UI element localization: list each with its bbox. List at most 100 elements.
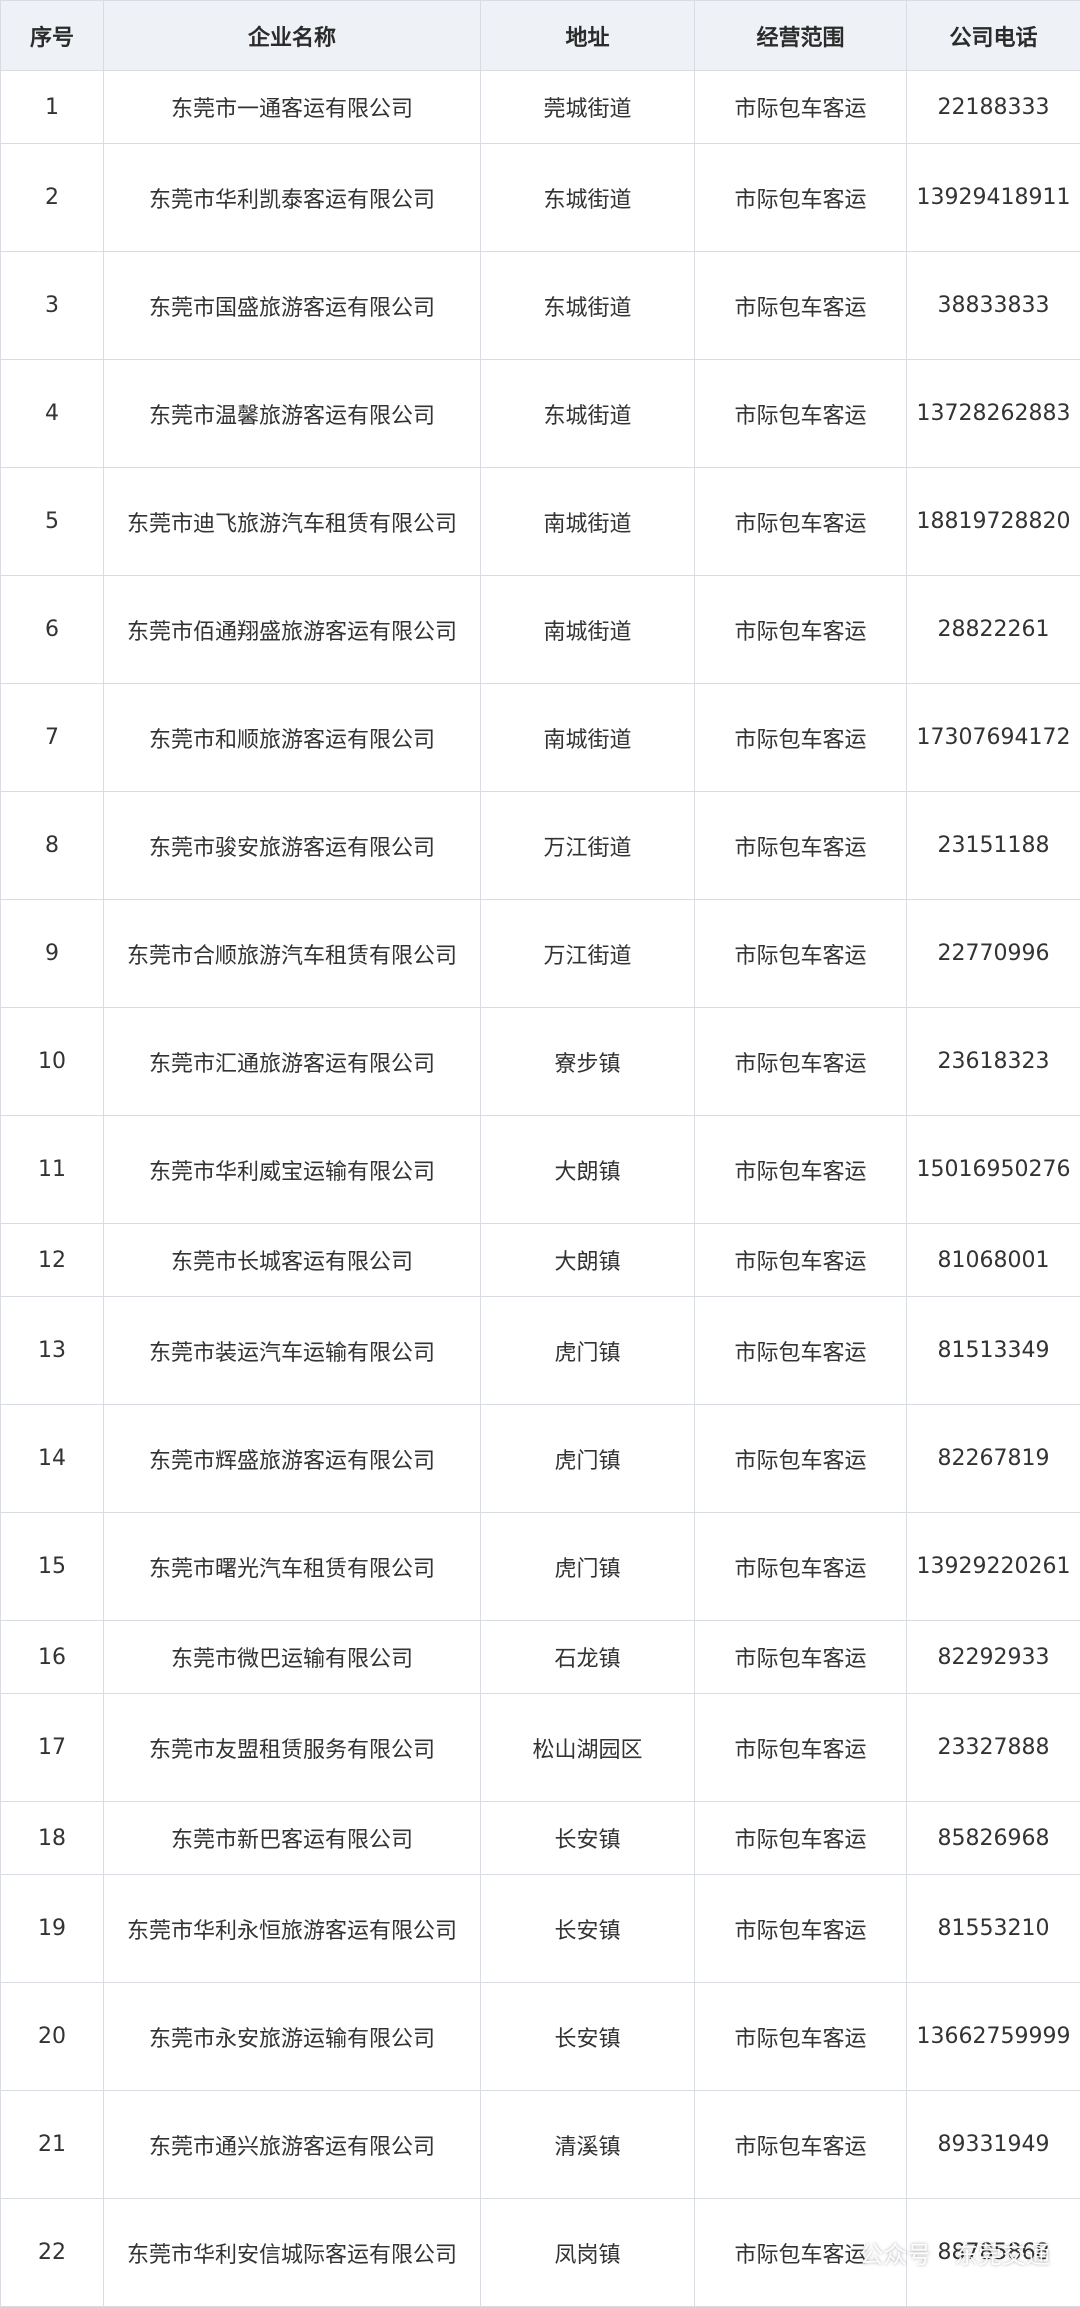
table-cell: 长安镇 xyxy=(481,1802,695,1875)
table-cell: 东莞市温馨旅游客运有限公司 xyxy=(104,360,481,468)
table-cell: 东莞市通兴旅游客运有限公司 xyxy=(104,2091,481,2199)
table-cell: 19 xyxy=(1,1875,104,1983)
table-cell: 东城街道 xyxy=(481,360,695,468)
table-cell: 东莞市汇通旅游客运有限公司 xyxy=(104,1008,481,1116)
table-cell: 1 xyxy=(1,71,104,144)
table-cell: 大朗镇 xyxy=(481,1224,695,1297)
header-cell: 序号 xyxy=(1,1,104,71)
table-cell: 8 xyxy=(1,792,104,900)
table-cell: 东莞市华利永恒旅游客运有限公司 xyxy=(104,1875,481,1983)
table-cell: 市际包车客运 xyxy=(695,576,907,684)
table-cell: 89331949 xyxy=(907,2091,1080,2199)
table-cell: 南城街道 xyxy=(481,684,695,792)
header-cell: 地址 xyxy=(481,1,695,71)
table-cell: 东莞市华利凯泰客运有限公司 xyxy=(104,144,481,252)
table-cell: 石龙镇 xyxy=(481,1621,695,1694)
table-cell: 东莞市和顺旅游客运有限公司 xyxy=(104,684,481,792)
table-cell: 市际包车客运 xyxy=(695,1116,907,1224)
table-cell: 市际包车客运 xyxy=(695,1224,907,1297)
table-cell: 9 xyxy=(1,900,104,1008)
table-cell: 2 xyxy=(1,144,104,252)
table-cell: 东莞市新巴客运有限公司 xyxy=(104,1802,481,1875)
table-cell: 东莞市华利安信城际客运有限公司 xyxy=(104,2199,481,2307)
table-cell: 东莞市装运汽车运输有限公司 xyxy=(104,1297,481,1405)
table-cell: 市际包车客运 xyxy=(695,1008,907,1116)
table-cell: 市际包车客运 xyxy=(695,684,907,792)
table-cell: 16 xyxy=(1,1621,104,1694)
table-cell: 12 xyxy=(1,1224,104,1297)
table-header: 序号企业名称地址经营范围公司电话 xyxy=(1,1,1080,71)
table-cell: 市际包车客运 xyxy=(695,1983,907,2091)
table-cell: 市际包车客运 xyxy=(695,1875,907,1983)
watermark: 公众号 · 东莞交通 xyxy=(859,2235,1050,2270)
table-cell: 东城街道 xyxy=(481,252,695,360)
table-cell: 82292933 xyxy=(907,1621,1080,1694)
table-cell: 市际包车客运 xyxy=(695,792,907,900)
table-cell: 22188333 xyxy=(907,71,1080,144)
table-cell: 23151188 xyxy=(907,792,1080,900)
table-cell: 市际包车客运 xyxy=(695,2091,907,2199)
table-cell: 14 xyxy=(1,1405,104,1513)
table-cell: 寮步镇 xyxy=(481,1008,695,1116)
table-cell: 5 xyxy=(1,468,104,576)
table-cell: 23327888 xyxy=(907,1694,1080,1802)
table-cell: 市际包车客运 xyxy=(695,71,907,144)
table-cell: 28822261 xyxy=(907,576,1080,684)
table-cell: 18819728820 xyxy=(907,468,1080,576)
table-cell: 长安镇 xyxy=(481,1983,695,2091)
table-cell: 虎门镇 xyxy=(481,1405,695,1513)
table-cell: 长安镇 xyxy=(481,1875,695,1983)
table-cell: 大朗镇 xyxy=(481,1116,695,1224)
table-cell: 东莞市辉盛旅游客运有限公司 xyxy=(104,1405,481,1513)
header-row: 序号企业名称地址经营范围公司电话 xyxy=(1,1,1080,71)
table-cell: 市际包车客运 xyxy=(695,1513,907,1621)
table-cell: 市际包车客运 xyxy=(695,1621,907,1694)
table-cell: 11 xyxy=(1,1116,104,1224)
table-cell: 13 xyxy=(1,1297,104,1405)
table-cell: 38833833 xyxy=(907,252,1080,360)
table-cell: 东城街道 xyxy=(481,144,695,252)
table-cell: 清溪镇 xyxy=(481,2091,695,2199)
table-cell: 虎门镇 xyxy=(481,1513,695,1621)
table-cell: 81068001 xyxy=(907,1224,1080,1297)
table-cell: 81513349 xyxy=(907,1297,1080,1405)
table-cell: 万江街道 xyxy=(481,900,695,1008)
table-cell: 17307694172 xyxy=(907,684,1080,792)
table-cell: 7 xyxy=(1,684,104,792)
table-cell: 4 xyxy=(1,360,104,468)
table-cell: 凤岗镇 xyxy=(481,2199,695,2307)
header-cell: 公司电话 xyxy=(907,1,1080,71)
table-cell: 82267819 xyxy=(907,1405,1080,1513)
table-cell: 市际包车客运 xyxy=(695,900,907,1008)
table-cell: 13929220261 xyxy=(907,1513,1080,1621)
table-cell: 市际包车客运 xyxy=(695,1694,907,1802)
table-cell: 东莞市合顺旅游汽车租赁有限公司 xyxy=(104,900,481,1008)
table-cell: 市际包车客运 xyxy=(695,252,907,360)
table-cell: 万江街道 xyxy=(481,792,695,900)
table-cell: 东莞市曙光汽车租赁有限公司 xyxy=(104,1513,481,1621)
table-cell: 南城街道 xyxy=(481,576,695,684)
table-cell: 市际包车客运 xyxy=(695,1405,907,1513)
table-cell: 市际包车客运 xyxy=(695,1802,907,1875)
table-cell: 南城街道 xyxy=(481,468,695,576)
table-cell: 东莞市华利威宝运输有限公司 xyxy=(104,1116,481,1224)
table-cell: 3 xyxy=(1,252,104,360)
table-cell: 13929418911 xyxy=(907,144,1080,252)
header-cell: 经营范围 xyxy=(695,1,907,71)
table-cell: 6 xyxy=(1,576,104,684)
